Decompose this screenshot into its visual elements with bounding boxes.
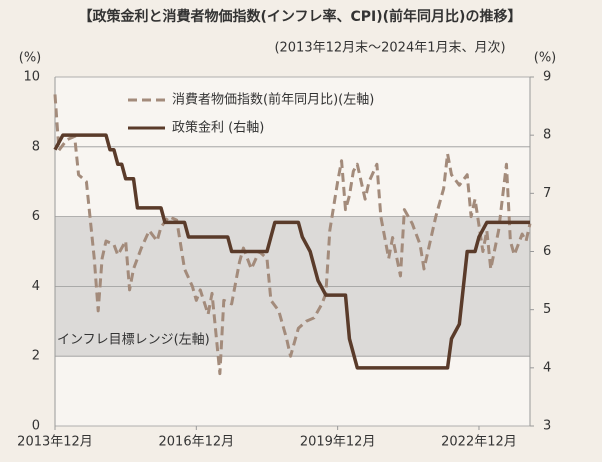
y2-tick-label: 7 xyxy=(543,186,551,201)
y-tick-label: 0 xyxy=(32,419,40,434)
legend-label: 政策金利 (右軸) xyxy=(172,120,264,136)
y-tick-label: 6 xyxy=(32,209,40,224)
x-tick-label: 2013年12月 xyxy=(17,435,93,450)
y2-tick-label: 9 xyxy=(543,70,551,85)
y-tick-label: 4 xyxy=(32,279,40,294)
y-tick-label: 10 xyxy=(23,70,40,85)
y2-axis-unit: (%) xyxy=(534,51,557,66)
series-line xyxy=(53,133,530,370)
chart-subtitle: (2013年12月末～2024年1月末、月次) xyxy=(274,40,505,56)
y2-tick-label: 3 xyxy=(543,419,551,434)
x-tick-label: 2022年12月 xyxy=(441,435,517,450)
y2-tick-label: 4 xyxy=(543,360,551,375)
band-label: インフレ目標レンジ(左軸) xyxy=(57,333,210,348)
y-axis-unit: (%) xyxy=(19,51,42,66)
y-tick-label: 2 xyxy=(32,349,40,364)
y2-tick-label: 8 xyxy=(543,128,551,143)
x-tick-label: 2019年12月 xyxy=(300,435,376,450)
legend-label: 消費者物価指数(前年同月比)(左軸) xyxy=(172,92,374,108)
y2-tick-label: 5 xyxy=(543,302,551,317)
chart-title: 【政策金利と消費者物価指数(インフレ率、CPI)(前年同月比)の推移】 xyxy=(79,8,522,25)
y-tick-label: 8 xyxy=(32,139,40,154)
y2-tick-label: 6 xyxy=(543,244,551,259)
x-tick-label: 2016年12月 xyxy=(159,435,235,450)
